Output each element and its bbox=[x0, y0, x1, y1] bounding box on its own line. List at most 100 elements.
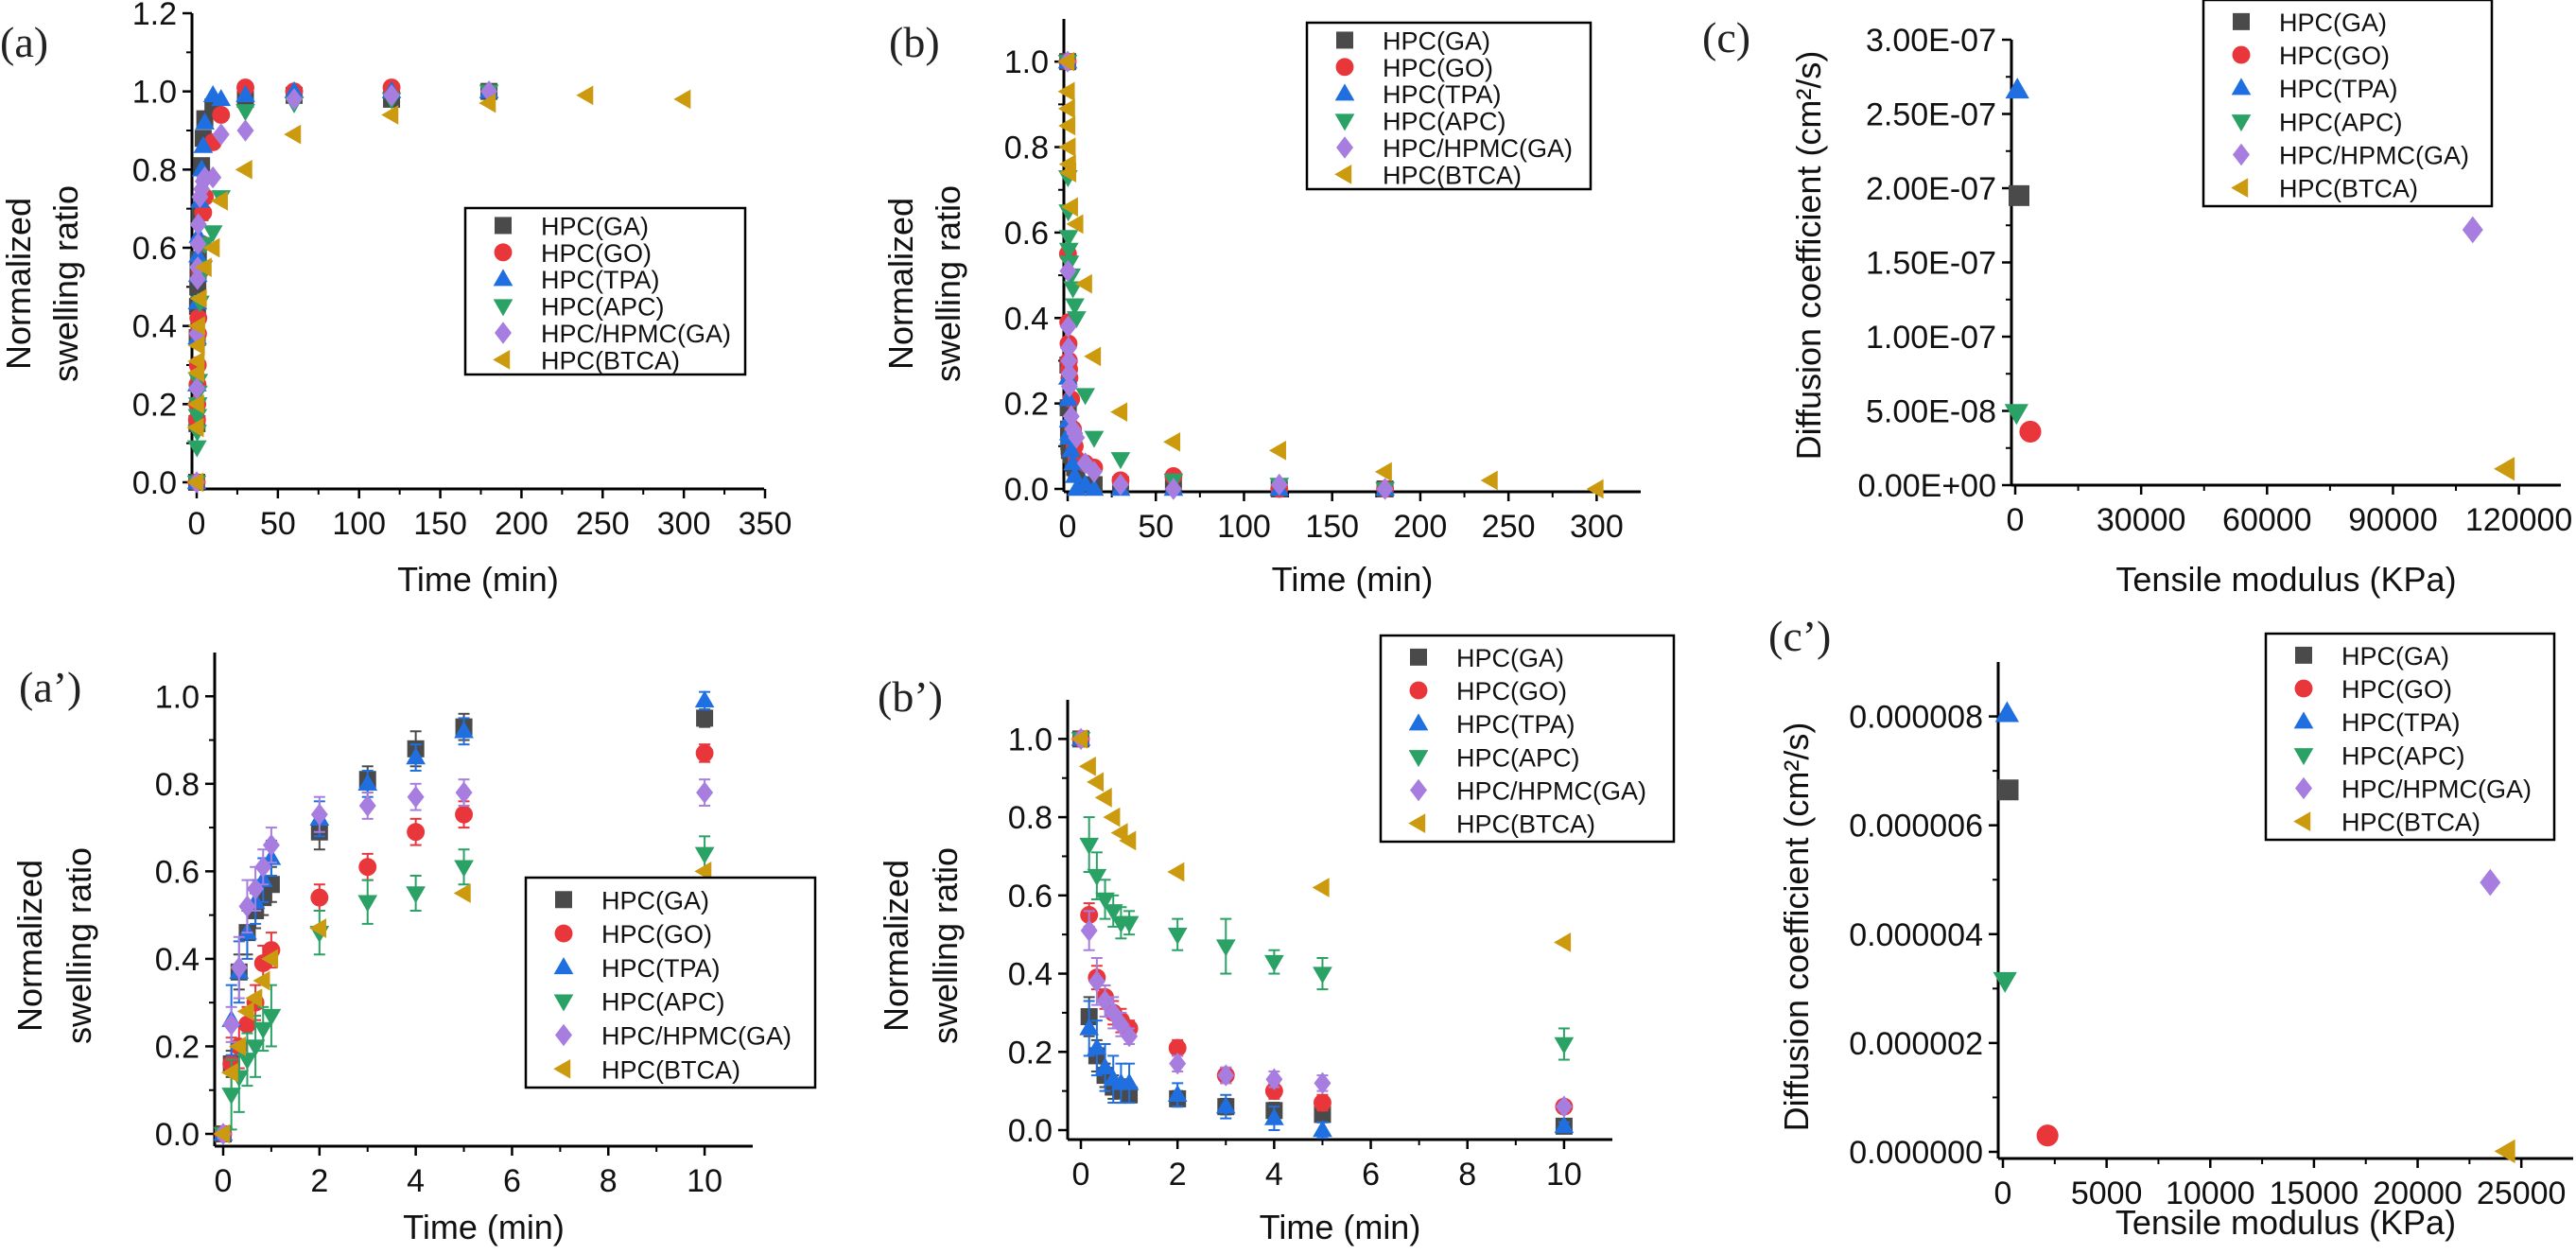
data-point bbox=[1065, 298, 1085, 316]
data-point bbox=[1265, 1068, 1283, 1090]
data-point bbox=[310, 888, 329, 907]
data-point bbox=[1094, 788, 1112, 808]
series-hpc-go- bbox=[2036, 1124, 2059, 1147]
legend-label: HPC(TPA) bbox=[2341, 708, 2461, 737]
y-tick-label: 0.0 bbox=[132, 465, 177, 501]
data-point bbox=[229, 1036, 246, 1056]
data-point bbox=[261, 1008, 282, 1026]
y-tick-label: 0.6 bbox=[155, 854, 200, 890]
series-hpc-btca- bbox=[1057, 51, 1604, 499]
data-point bbox=[381, 105, 399, 125]
data-point bbox=[1095, 1057, 1115, 1075]
data-point bbox=[286, 88, 304, 111]
data-point bbox=[1084, 479, 1105, 496]
data-point bbox=[262, 833, 280, 857]
y-tick-label: 0.4 bbox=[132, 309, 177, 345]
legend-label: HPC(BTCA) bbox=[1383, 161, 1522, 189]
y-axis-title: Normalized bbox=[877, 860, 915, 1032]
data-point bbox=[1059, 259, 1077, 283]
y-tick-label: 2.00E-07 bbox=[1866, 171, 1996, 207]
data-point bbox=[1057, 51, 1075, 72]
data-point bbox=[186, 393, 204, 414]
data-point bbox=[1075, 388, 1095, 406]
legend-label: HPC(GA) bbox=[601, 886, 709, 914]
data-point bbox=[2019, 420, 2042, 444]
data-point bbox=[245, 1039, 266, 1057]
data-point bbox=[210, 191, 228, 211]
y-tick-label: 2.50E-07 bbox=[1866, 97, 1996, 133]
data-point bbox=[480, 79, 498, 103]
legend-label: HPC(BTCA) bbox=[541, 346, 680, 374]
x-tick-label: 90000 bbox=[2348, 502, 2438, 538]
x-tick-label: 60000 bbox=[2222, 502, 2312, 538]
legend: HPC(GA)HPC(GO)HPC(TPA)HPC(APC)HPC/HPMC(G… bbox=[463, 206, 747, 376]
legend-label: HPC(APC) bbox=[2279, 108, 2403, 136]
data-point bbox=[1059, 315, 1077, 339]
legend-label: HPC/HPMC(GA) bbox=[1383, 134, 1573, 163]
legend-label: HPC(BTCA) bbox=[601, 1055, 740, 1084]
data-point bbox=[202, 237, 220, 258]
data-point bbox=[1376, 478, 1394, 500]
x-tick-label: 20000 bbox=[2373, 1176, 2463, 1211]
y-tick-label: 1.0 bbox=[155, 679, 200, 715]
legend-marker bbox=[553, 1058, 571, 1079]
legend-label: HPC(GA) bbox=[541, 212, 649, 240]
data-point bbox=[696, 781, 714, 804]
panel-label: (b) bbox=[889, 18, 940, 66]
data-point bbox=[252, 1021, 273, 1039]
x-axis-title: Tensile modulus (KPa) bbox=[2115, 1203, 2456, 1242]
x-tick-label: 200 bbox=[1394, 509, 1448, 545]
x-tick-label: 150 bbox=[413, 506, 467, 542]
series-hpc-btca- bbox=[213, 862, 712, 1144]
legend-marker bbox=[2232, 45, 2251, 64]
data-point bbox=[212, 106, 231, 124]
legend-label: HPC(GA) bbox=[1456, 644, 1564, 672]
data-point bbox=[1059, 337, 1077, 359]
legend-label: HPC(GA) bbox=[2341, 642, 2449, 671]
data-point bbox=[236, 1001, 254, 1021]
chart-panel-a: (a) 0 50 100 150 200 250 300 350 0.0 0.2 0.4 0.6 0.8 1… bbox=[0, 0, 792, 599]
data-point bbox=[247, 878, 265, 900]
x-tick-label: 150 bbox=[1305, 509, 1359, 545]
data-point bbox=[1060, 349, 1078, 373]
y-tick-label: 1.50E-07 bbox=[1866, 246, 1996, 282]
y-axis-title: Normalized bbox=[0, 198, 38, 370]
data-point bbox=[1313, 967, 1332, 984]
y-axis-title: Diffusion coefficient (cm²/s) bbox=[1789, 51, 1828, 461]
legend-marker bbox=[1334, 165, 1352, 184]
data-point bbox=[194, 257, 212, 278]
x-tick-label: 300 bbox=[1570, 509, 1624, 545]
x-tick-label: 0 bbox=[1072, 1157, 1090, 1193]
series-hpc-hpmc-ga- bbox=[2462, 216, 2483, 244]
data-point bbox=[1103, 904, 1123, 922]
data-point bbox=[1164, 478, 1182, 500]
legend-box bbox=[2264, 632, 2556, 842]
x-axis-title: Time (min) bbox=[1272, 560, 1434, 599]
legend: HPC(GA)HPC(GO)HPC(TPA)HPC(APC)HPC/HPMC(G… bbox=[1379, 634, 1676, 844]
data-point bbox=[1085, 461, 1103, 483]
data-point bbox=[1060, 197, 1078, 218]
data-point bbox=[1105, 1001, 1123, 1024]
legend-marker bbox=[2231, 78, 2252, 96]
data-point bbox=[694, 846, 715, 864]
data-point bbox=[1554, 1116, 1575, 1134]
data-point bbox=[188, 377, 206, 400]
series-hpc-btca- bbox=[1070, 729, 1572, 952]
data-point bbox=[1095, 892, 1115, 910]
legend-marker bbox=[555, 891, 572, 909]
legend-marker bbox=[1335, 58, 1354, 77]
legend-label: HPC(GO) bbox=[601, 920, 712, 949]
data-point bbox=[1264, 954, 1284, 972]
data-point bbox=[1065, 465, 1085, 483]
series-hpc-apc- bbox=[1070, 732, 1575, 1061]
x-tick-label: 4 bbox=[407, 1163, 425, 1199]
data-point bbox=[254, 856, 272, 879]
x-tick-label: 2 bbox=[310, 1163, 328, 1199]
legend-label: HPC/HPMC(GA) bbox=[541, 320, 731, 348]
y-tick-label: 0.2 bbox=[155, 1029, 200, 1065]
legend-label: HPC(APC) bbox=[541, 293, 665, 322]
data-point bbox=[2008, 184, 2029, 206]
data-point bbox=[1997, 779, 2019, 801]
data-point bbox=[252, 970, 270, 991]
data-point bbox=[235, 104, 255, 122]
